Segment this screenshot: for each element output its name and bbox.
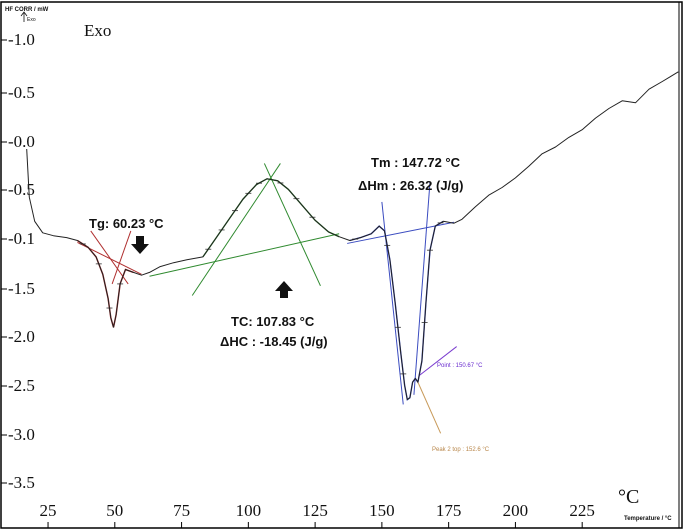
exo-label: Exo — [84, 21, 111, 40]
tc-tangent-left — [191, 163, 281, 296]
x-tick-label-5: 150 — [369, 501, 395, 520]
tm-tangent-right — [413, 182, 431, 395]
y-tick-label-3: -0.5 — [8, 180, 35, 199]
x-tick-label-2: 75 — [173, 501, 190, 520]
point-annotation: Point : 150.67 °C — [437, 363, 483, 369]
point-leader — [418, 346, 457, 376]
x-axis-label: Temperature / °C — [624, 516, 672, 522]
y-tick-label-4: -0.1 — [8, 229, 35, 248]
tc-region-curve — [202, 178, 340, 258]
y-tick-label-1: -0.5 — [8, 83, 35, 102]
x-tick-label-6: 175 — [436, 501, 462, 520]
peak-annotation: Peak 2 top : 152.6 °C — [432, 447, 490, 453]
y-tick-label-8: -3.0 — [8, 425, 35, 444]
x-tick-label-7: 200 — [503, 501, 529, 520]
tc-tangent-right — [263, 163, 321, 287]
tg-region-curve — [76, 239, 134, 328]
peak-leader — [417, 382, 442, 434]
x-tick-label-0: 25 — [40, 501, 57, 520]
curve-group — [26, 71, 679, 401]
tm-annotation-line2: ΔHm : 26.32 (J/g) — [358, 178, 463, 193]
tg-annotation: Tg: 60.23 °C — [89, 216, 164, 231]
tc-annotation-line2: ΔHC : -18.45 (J/g) — [220, 334, 328, 349]
x-tick-label-8: 225 — [569, 501, 595, 520]
tm-region-curve — [349, 220, 444, 401]
y-tick-label-9: -3.5 — [8, 473, 35, 492]
y-tick-label-5: -1.5 — [8, 279, 35, 298]
x-tick-label-1: 50 — [106, 501, 123, 520]
tc-baseline — [149, 233, 340, 277]
tc-up-arrow-icon — [275, 281, 293, 298]
y-tick-label-6: -2.0 — [8, 327, 35, 346]
exo-small-label: Exo — [27, 17, 36, 23]
y-tick-label-0: -1.0 — [8, 30, 35, 49]
tg-tangent-left — [90, 230, 129, 285]
y-tick-label-2: -0.0 — [8, 132, 35, 151]
y-axis-label: HF CORR / mW — [5, 7, 49, 13]
y-tick-label-7: -2.5 — [8, 376, 35, 395]
ticks-group: 25 50 75 100 125 150 175 200 225 -1.0 -0.5 -0.0 -0.5… — [1, 30, 595, 528]
helper-lines-group — [76, 163, 457, 434]
tg-tangent-right — [111, 230, 132, 285]
x-tick-label-4: 125 — [302, 501, 328, 520]
tg-down-arrow-icon — [131, 236, 149, 254]
exo-up-arrow-icon — [20, 11, 28, 22]
x-unit-label: °C — [618, 486, 639, 508]
tm-annotation-line1: Tm : 147.72 °C — [371, 155, 461, 170]
tm-baseline — [347, 221, 455, 244]
tg-tangent-baseline — [77, 242, 142, 275]
tc-annotation-line1: TC: 107.83 °C — [231, 314, 315, 329]
series-line-0 — [26, 71, 679, 401]
x-tick-label-3: 100 — [236, 501, 262, 520]
